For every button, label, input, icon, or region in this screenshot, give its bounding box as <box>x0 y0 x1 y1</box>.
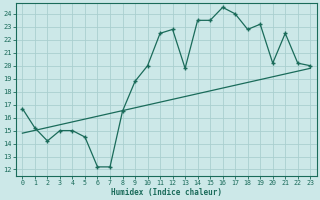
X-axis label: Humidex (Indice chaleur): Humidex (Indice chaleur) <box>111 188 222 197</box>
